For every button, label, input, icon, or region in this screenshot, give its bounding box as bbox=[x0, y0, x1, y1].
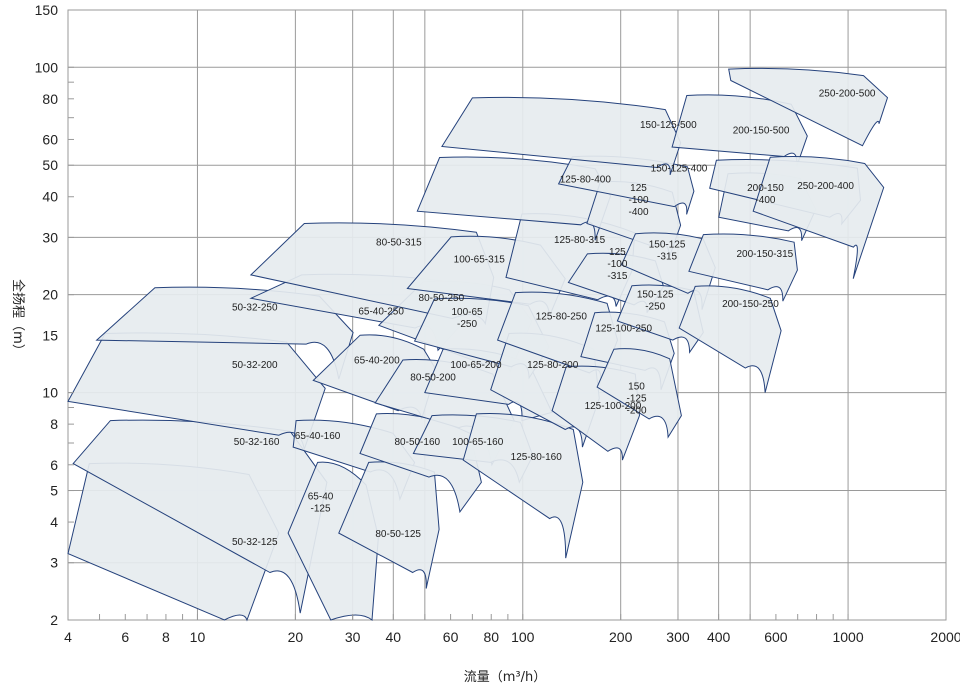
region-label: 65-40 -125 bbox=[308, 491, 334, 514]
region-label: 50-32-250 bbox=[232, 302, 278, 313]
y-tick-label: 6 bbox=[50, 457, 58, 473]
region-label: 125-80-315 bbox=[554, 235, 606, 246]
y-tick-label: 8 bbox=[50, 416, 58, 432]
x-tick-label: 80 bbox=[483, 629, 499, 645]
region-250-200-500 bbox=[728, 67, 889, 147]
x-tick-label: 2000 bbox=[930, 629, 960, 645]
region-label: 100-65 -250 bbox=[451, 307, 483, 330]
x-tick-label: 6 bbox=[121, 629, 129, 645]
region-label: 200-150-250 bbox=[722, 299, 779, 310]
y-axis-title: 全扬程（m） bbox=[10, 279, 26, 357]
x-tick-label: 600 bbox=[764, 629, 788, 645]
y-tick-label: 2 bbox=[50, 612, 58, 628]
region-label: 65-40-160 bbox=[295, 431, 341, 442]
x-tick-label: 100 bbox=[511, 629, 535, 645]
region-label: 150-125-500 bbox=[640, 120, 697, 131]
x-tick-label: 40 bbox=[386, 629, 402, 645]
region-200-150-315 bbox=[688, 233, 798, 302]
region-label: 125-100-250 bbox=[595, 324, 652, 335]
region-label: 125 -100 -400 bbox=[629, 183, 649, 218]
x-tick-label: 10 bbox=[190, 629, 206, 645]
region-label: 200-150-315 bbox=[737, 249, 794, 260]
region-label: 80-50-160 bbox=[394, 437, 440, 448]
x-tick-label: 300 bbox=[666, 629, 690, 645]
region-label: 250-200-500 bbox=[819, 88, 876, 99]
y-tick-label: 30 bbox=[42, 229, 58, 245]
x-tick-label: 400 bbox=[707, 629, 731, 645]
region-label: 100-65-315 bbox=[454, 255, 506, 266]
region-label: 100-65-160 bbox=[452, 437, 504, 448]
region-label: 200-150 -400 bbox=[747, 183, 784, 206]
x-tick-label: 8 bbox=[162, 629, 170, 645]
region-label: 125-80-200 bbox=[527, 360, 579, 371]
x-tick-label: 30 bbox=[345, 629, 361, 645]
region-label: 65-40-200 bbox=[354, 355, 400, 366]
x-tick-label: 1000 bbox=[832, 629, 863, 645]
region-250-200-400 bbox=[752, 156, 885, 279]
region-label: 125-80-400 bbox=[560, 175, 612, 186]
region-label: 50-32-160 bbox=[234, 437, 280, 448]
region-label: 80-50-200 bbox=[410, 372, 456, 383]
region-150-125-500 bbox=[441, 96, 682, 176]
region-label: 80-50-250 bbox=[419, 293, 465, 304]
y-tick-label: 40 bbox=[42, 189, 58, 205]
x-tick-label: 20 bbox=[288, 629, 304, 645]
region-label: 80-50-125 bbox=[375, 529, 421, 540]
x-tick-label: 4 bbox=[64, 629, 72, 645]
region-label: 125-80-250 bbox=[536, 311, 588, 322]
region-label: 50-32-200 bbox=[232, 360, 278, 371]
region-label: 80-50-315 bbox=[376, 238, 422, 249]
region-label: 125 -100 -315 bbox=[607, 247, 627, 282]
region-label: 125-100-200 bbox=[585, 401, 642, 412]
x-axis-title: 流量（m³/h） bbox=[464, 670, 547, 685]
region-label-layer: 50-32-125 50-32-160 50-32-200 50-32-250 65-4… bbox=[232, 88, 876, 548]
region-125-80-160 bbox=[462, 413, 584, 559]
axis-layer: 4 6 8 10 20 30 40 60 80 100 200 300 400 600 1000 2000 2 3… bbox=[35, 2, 960, 645]
region-label: 150-125 -250 bbox=[637, 289, 674, 312]
region-200-150-250 bbox=[678, 285, 782, 393]
region-label: 50-32-125 bbox=[232, 537, 278, 548]
region-150-125-200 bbox=[596, 348, 682, 439]
y-tick-label: 60 bbox=[42, 131, 58, 147]
region-label: 100-65-200 bbox=[450, 360, 502, 371]
y-tick-label: 3 bbox=[50, 555, 58, 571]
y-tick-label: 5 bbox=[50, 483, 58, 499]
y-tick-label: 100 bbox=[35, 59, 59, 75]
region-label: 200-150-500 bbox=[733, 126, 790, 137]
region-label: 150-125-400 bbox=[651, 163, 708, 174]
y-tick-label: 10 bbox=[42, 385, 58, 401]
plot-frame bbox=[67, 9, 947, 621]
y-tick-label: 50 bbox=[42, 157, 58, 173]
region-layer bbox=[67, 67, 889, 622]
y-tick-label: 80 bbox=[42, 91, 58, 107]
y-tick-label: 20 bbox=[42, 287, 58, 303]
y-tick-label: 4 bbox=[50, 514, 58, 530]
region-label: 250-200-400 bbox=[797, 181, 854, 192]
x-tick-label: 60 bbox=[443, 629, 459, 645]
y-tick-label: 150 bbox=[35, 2, 59, 18]
region-label: 150 -125 -200 bbox=[627, 381, 647, 416]
y-tick-label: 15 bbox=[42, 327, 58, 343]
region-label: 125-80-160 bbox=[511, 452, 563, 463]
region-label: 150-125 -315 bbox=[649, 239, 686, 262]
x-tick-label: 200 bbox=[609, 629, 633, 645]
region-label: 65-40-250 bbox=[358, 306, 404, 317]
